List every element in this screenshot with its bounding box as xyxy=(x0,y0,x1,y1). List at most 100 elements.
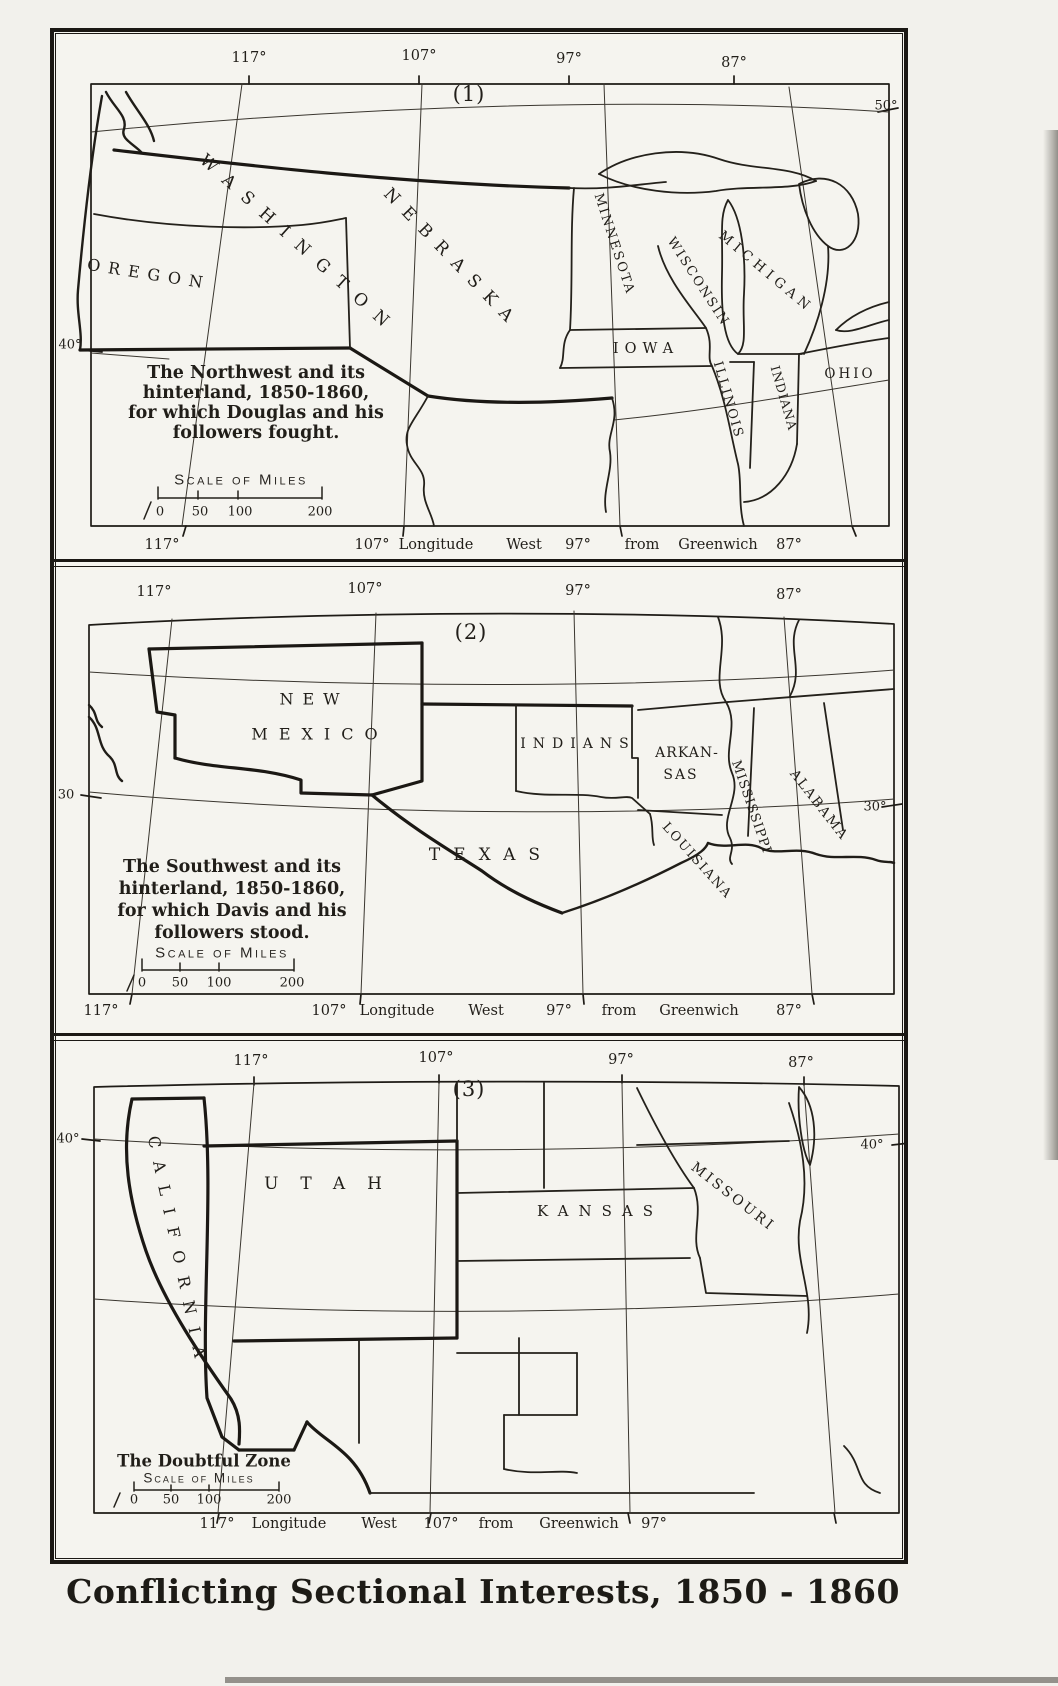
scale-tick-100: 100 xyxy=(227,504,253,520)
caption-line: The Southwest and its xyxy=(122,857,342,877)
latitude-label-50: 50° xyxy=(874,98,898,114)
panel-separator xyxy=(54,559,904,567)
state-label-new: NEW xyxy=(279,689,349,709)
longitude-tick-107: 107° xyxy=(347,581,383,597)
scale-tick-100: 100 xyxy=(206,975,232,991)
bottom-axis-greenwich: Greenwich xyxy=(659,1003,739,1019)
bottom-axis-97: 97° xyxy=(641,1516,667,1532)
territory-borders xyxy=(78,346,614,404)
scale-tick-50: 50 xyxy=(191,504,209,520)
state-label-texas: TEXAS xyxy=(428,845,554,865)
map-border xyxy=(81,1074,904,1524)
longitude-tick-97: 97° xyxy=(556,51,582,67)
state-borders xyxy=(515,616,895,865)
doubtful-zone-map-drawing xyxy=(81,1074,904,1524)
caption-line: followers stood. xyxy=(154,923,310,943)
state-label-mexico: MEXICO xyxy=(251,724,389,744)
state-label-ohio: OHIO xyxy=(824,366,876,382)
map-frame: 117° 107° 97° 87° (1) 50° 40° WASHINGTON… xyxy=(50,28,908,1564)
longitude-tick-97: 97° xyxy=(565,583,591,599)
panel-number: (1) xyxy=(452,82,486,106)
bottom-axis-117: 117° xyxy=(199,1516,235,1532)
graticule xyxy=(88,610,895,995)
scale-tick-0: 0 xyxy=(129,1492,139,1508)
caption-line: hinterland, 1850-1860, xyxy=(118,879,346,899)
northwest-map-drawing xyxy=(76,75,899,537)
scale-of-miles-label: Scale of Miles xyxy=(143,1470,255,1486)
lake-michigan xyxy=(797,1086,816,1166)
latitude-label-40-left: 40° xyxy=(56,1131,80,1147)
scale-tick-200: 200 xyxy=(279,975,305,991)
state-label-sas: SAS xyxy=(663,767,699,783)
scale-tick-200: 200 xyxy=(266,1492,292,1508)
longitude-tick-117: 117° xyxy=(233,1053,269,1069)
caption-line: The Northwest and its xyxy=(147,363,365,383)
scale-bar xyxy=(126,958,295,992)
scale-tick-0: 0 xyxy=(155,504,165,520)
state-label-kansas: KANSAS xyxy=(537,1202,663,1220)
scale-bar xyxy=(113,1481,280,1508)
panel-number: (3) xyxy=(452,1077,486,1101)
map-panel-southwest: 117° 107° 97° 87° (2) 30 30° NEW MEXICO … xyxy=(54,567,904,1033)
bottom-axis-longitude: Longitude xyxy=(251,1516,327,1532)
canada-border xyxy=(112,148,571,190)
pacific-coastline xyxy=(76,90,156,352)
caption-line: for which Davis and his xyxy=(117,901,347,921)
scale-tick-0: 0 xyxy=(137,975,147,991)
latitude-label-40-right: 40° xyxy=(860,1137,884,1153)
longitude-tick-87: 87° xyxy=(721,55,747,71)
territory-borders xyxy=(202,1139,459,1343)
gulf-coastline xyxy=(560,841,896,915)
latitude-label-30-right: 30° xyxy=(863,799,887,815)
bottom-axis-97: 97° xyxy=(565,537,591,553)
southwest-map-drawing xyxy=(80,610,903,1005)
scale-of-miles-label: Scale of Miles xyxy=(174,471,308,489)
scale-tick-200: 200 xyxy=(307,504,333,520)
longitude-tick-117: 117° xyxy=(136,584,172,600)
bottom-axis-from: from xyxy=(624,537,660,553)
panel-separator xyxy=(54,1033,904,1041)
bottom-axis-117: 117° xyxy=(83,1003,119,1019)
longitude-tick-87: 87° xyxy=(788,1055,814,1071)
graticule xyxy=(93,1082,900,1514)
bottom-axis-west: West xyxy=(361,1516,397,1532)
bottom-axis-greenwich: Greenwich xyxy=(678,537,758,553)
territory-borders xyxy=(147,641,634,915)
longitude-tick-87: 87° xyxy=(776,587,802,603)
latitude-label-40: 40° xyxy=(58,337,82,353)
map-panel-northwest: 117° 107° 97° 87° (1) 50° 40° WASHINGTON… xyxy=(54,32,904,559)
state-label-iowa: IOWA xyxy=(612,341,680,357)
great-lakes xyxy=(598,151,890,355)
bottom-axis-97: 97° xyxy=(546,1003,572,1019)
scale-tick-100: 100 xyxy=(196,1492,222,1508)
bottom-axis-longitude: Longitude xyxy=(359,1003,435,1019)
bottom-axis-107: 107° xyxy=(354,537,390,553)
scale-tick-50: 50 xyxy=(162,1492,180,1508)
scale-tick-50: 50 xyxy=(171,975,189,991)
bottom-axis-117: 117° xyxy=(144,537,180,553)
california-outline xyxy=(124,1096,372,1495)
bottom-axis-from: from xyxy=(478,1516,514,1532)
bottom-axis-107: 107° xyxy=(311,1003,347,1019)
caption-line: The Doubtful Zone xyxy=(117,1451,291,1471)
scan-edge-mark xyxy=(225,1677,1058,1683)
state-label-indians: INDIANS xyxy=(520,736,636,752)
bottom-axis-longitude: Longitude xyxy=(398,537,474,553)
scale-of-miles-label: Scale of Miles xyxy=(155,944,289,962)
latitude-label-30-left: 30 xyxy=(57,787,75,803)
state-borders xyxy=(93,181,890,527)
caption-line: hinterland, 1850-1860, xyxy=(142,383,370,403)
panel-number: (2) xyxy=(454,620,488,644)
bottom-axis-107: 107° xyxy=(423,1516,459,1532)
page-title: Conflicting Sectional Interests, 1850 - … xyxy=(66,1572,900,1611)
state-label-arkan: ARKAN- xyxy=(655,745,719,761)
map-border xyxy=(80,612,903,1005)
longitude-tick-107: 107° xyxy=(418,1050,454,1066)
scale-bar xyxy=(143,486,323,520)
bottom-axis-from: from xyxy=(601,1003,637,1019)
caption-line: followers fought. xyxy=(172,423,340,443)
pacific-coastline xyxy=(87,703,124,783)
bottom-axis-greenwich: Greenwich xyxy=(539,1516,619,1532)
scan-gutter-shadow xyxy=(1043,130,1058,1160)
